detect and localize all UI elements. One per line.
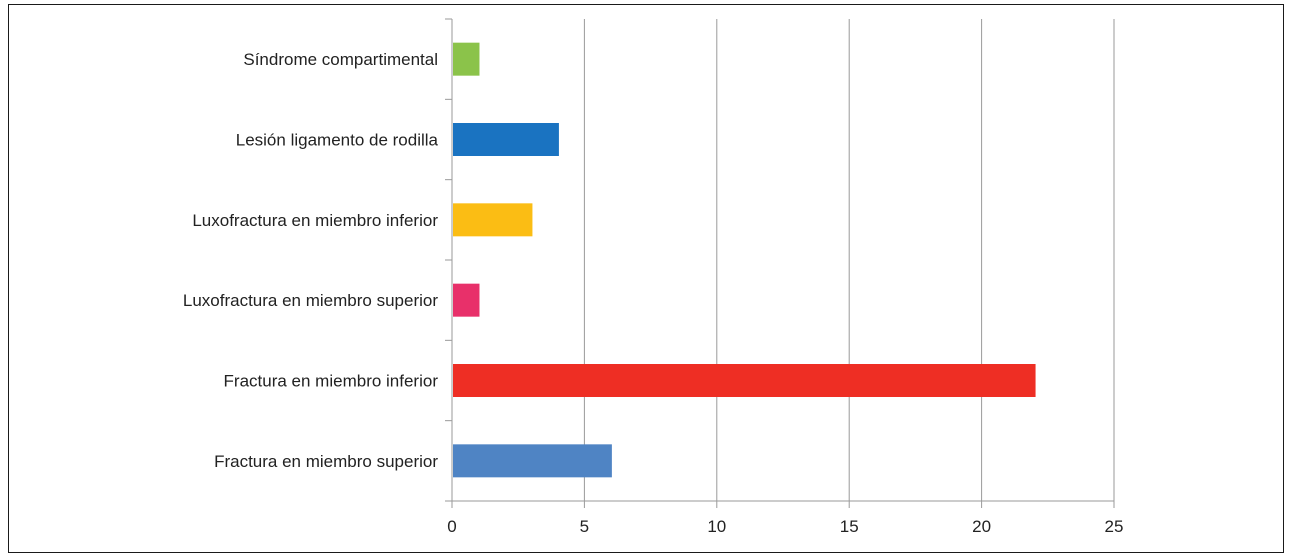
bar — [453, 123, 559, 156]
x-tick-labels: 0 5 10 15 20 25 — [447, 517, 1123, 536]
y-axis — [445, 18, 1115, 508]
bar — [453, 364, 1036, 397]
x-tick-label: 15 — [840, 517, 859, 536]
bar — [453, 283, 480, 317]
category-label: Fractura en miembro superior — [214, 452, 438, 471]
category-label: Fractura en miembro inferior — [224, 372, 439, 391]
x-tick-label: 5 — [580, 517, 589, 536]
bar-chart: Síndrome compartimental Lesión ligamento … — [183, 18, 1123, 536]
category-label: Síndrome compartimental — [243, 50, 438, 69]
bar — [453, 203, 533, 237]
category-label: Lesión ligamento de rodilla — [236, 131, 439, 150]
grid-lines — [583, 19, 1115, 501]
bar — [453, 444, 612, 478]
bars — [453, 42, 1036, 478]
chart-frame: Síndrome compartimental Lesión ligamento … — [8, 4, 1284, 553]
x-tick-label: 25 — [1105, 517, 1124, 536]
x-tick-label: 0 — [447, 517, 456, 536]
bar — [453, 42, 480, 76]
category-labels: Síndrome compartimental Lesión ligamento … — [183, 50, 439, 471]
x-tick-label: 20 — [972, 517, 991, 536]
category-label: Luxofractura en miembro inferior — [192, 211, 438, 230]
category-label: Luxofractura en miembro superior — [183, 291, 438, 310]
x-tick-label: 10 — [707, 517, 726, 536]
